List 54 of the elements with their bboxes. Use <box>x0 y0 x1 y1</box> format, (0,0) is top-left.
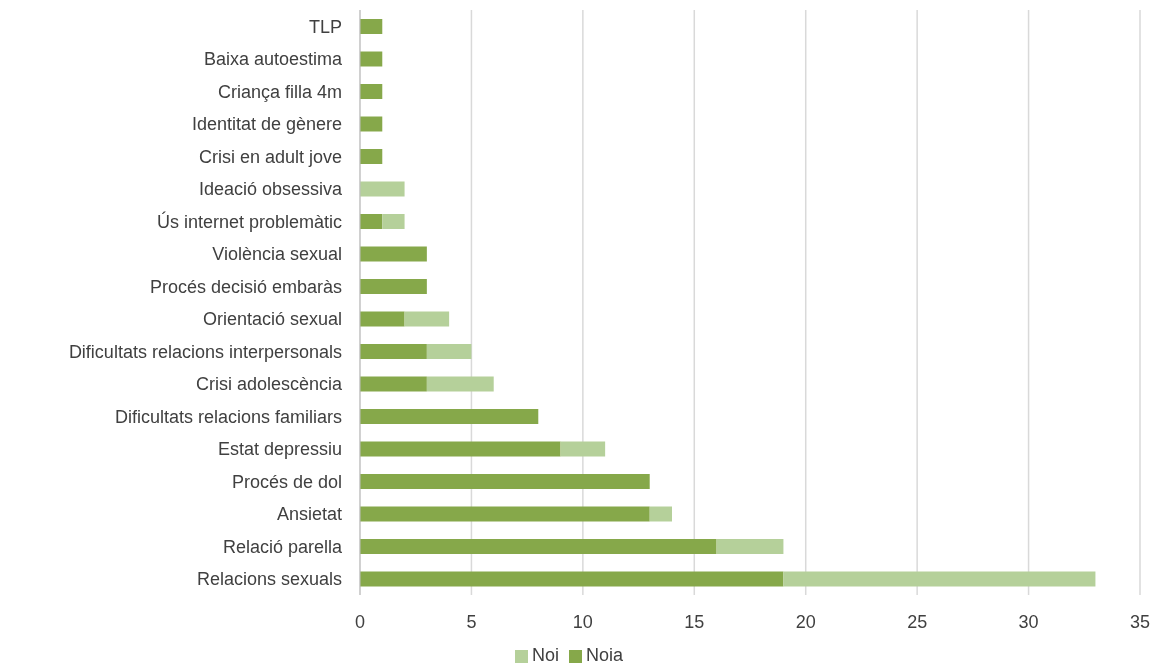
y-tick-label: Identitat de gènere <box>191 114 342 135</box>
x-tick-label: 0 <box>354 611 366 632</box>
bar <box>360 116 383 132</box>
y-tick-label: Crisi adolescència <box>195 374 343 395</box>
y-tick-label: Dificultats relacions familiars <box>114 406 342 427</box>
bar <box>360 474 650 489</box>
y-tick-label: Ideació obsessiva <box>198 179 343 200</box>
y-tick-label: Ús internet problemàtic <box>156 210 342 232</box>
y-tick-label: TLP <box>308 16 342 37</box>
bar <box>360 84 383 99</box>
x-tick-label: 10 <box>572 611 593 632</box>
legend-label: Noia <box>585 645 624 665</box>
legend-label: Noi <box>531 645 559 665</box>
bar <box>360 409 539 424</box>
bar <box>360 51 383 67</box>
bar <box>360 344 427 359</box>
x-tick-label: 25 <box>907 611 928 632</box>
x-tick-label: 20 <box>795 611 816 632</box>
x-tick-label: 15 <box>684 611 705 632</box>
y-tick-label: Relació parella <box>222 536 343 557</box>
y-tick-label: Procés de dol <box>231 471 342 492</box>
bar <box>360 506 650 522</box>
x-tick-label: 30 <box>1018 611 1039 632</box>
bar <box>360 441 561 457</box>
bar <box>360 539 717 554</box>
bar <box>360 571 784 587</box>
y-tick-label: Estat depressiu <box>217 439 342 460</box>
x-tick-label: 5 <box>466 611 477 632</box>
y-tick-label: Criança filla 4m <box>217 81 342 102</box>
bar <box>360 279 427 294</box>
y-tick-label: Crisi en adult jove <box>198 146 342 167</box>
bar <box>360 149 383 164</box>
y-tick-label: Procés decisió embaràs <box>149 276 342 297</box>
y-tick-label: Relacions sexuals <box>196 569 342 590</box>
bar <box>382 214 405 229</box>
bar <box>360 376 427 392</box>
y-tick-label: Orientació sexual <box>202 309 342 330</box>
bar <box>360 181 405 197</box>
bar <box>360 214 383 229</box>
y-tick-label: Dificultats relacions interpersonals <box>68 341 342 362</box>
bar <box>716 539 784 554</box>
y-tick-label: Violència sexual <box>212 244 342 265</box>
y-tick-label: Ansietat <box>276 504 342 525</box>
bar <box>560 441 606 457</box>
bar <box>783 571 1096 587</box>
bar <box>360 311 405 327</box>
bar <box>426 376 494 392</box>
y-tick-label: Baixa autoestima <box>203 49 343 70</box>
x-tick-label: 35 <box>1129 611 1151 632</box>
bar <box>404 311 450 327</box>
bar <box>426 344 472 359</box>
bar <box>649 506 672 522</box>
bar <box>360 246 427 262</box>
bar <box>360 19 383 34</box>
